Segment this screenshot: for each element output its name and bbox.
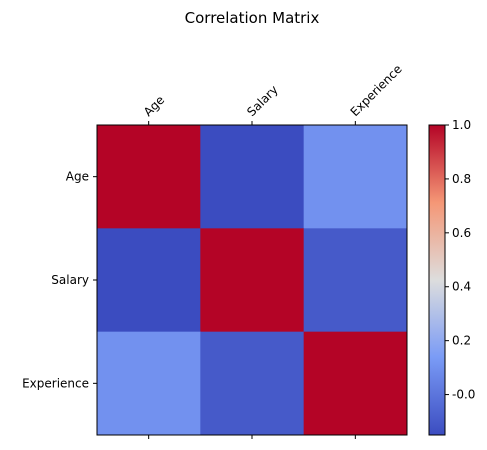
colorbar-tick-label: 0.2	[452, 334, 471, 348]
heatmap-cell-age-experience	[303, 125, 408, 229]
x-tick-label: Salary	[244, 83, 281, 120]
heatmap-cell-experience-salary	[200, 331, 305, 436]
y-tick-label: Age	[66, 170, 89, 184]
colorbar	[428, 124, 446, 436]
heatmap-cells	[97, 125, 408, 436]
colorbar-tick-label: -0.0	[452, 388, 475, 402]
y-tick-label: Experience	[22, 376, 89, 390]
heatmap-cell-age-salary	[200, 125, 305, 229]
heatmap-cell-salary-experience	[303, 228, 408, 333]
colorbar-tick-label: 0.6	[452, 226, 471, 240]
heatmap-cell-salary-age	[97, 228, 201, 333]
x-tick-label: Age	[141, 93, 167, 119]
y-tick-label: Salary	[51, 273, 89, 287]
chart-title: Correlation Matrix	[185, 9, 320, 27]
colorbar-tick-label: 0.8	[452, 172, 471, 186]
heatmap-cell-salary-salary	[200, 228, 305, 333]
heatmap-cell-experience-age	[97, 331, 201, 436]
heatmap-cell-experience-experience	[303, 331, 408, 436]
x-tick-label: Experience	[348, 62, 405, 119]
colorbar-tick-label: 1.0	[452, 118, 471, 132]
y-axis-ticks: Age Salary Experience	[22, 170, 97, 390]
heatmap-cell-age-age	[97, 125, 201, 229]
colorbar-ticks: -0.0 0.2 0.4 0.6 0.8 1.0	[445, 118, 475, 402]
colorbar-tick-label: 0.4	[452, 280, 471, 294]
